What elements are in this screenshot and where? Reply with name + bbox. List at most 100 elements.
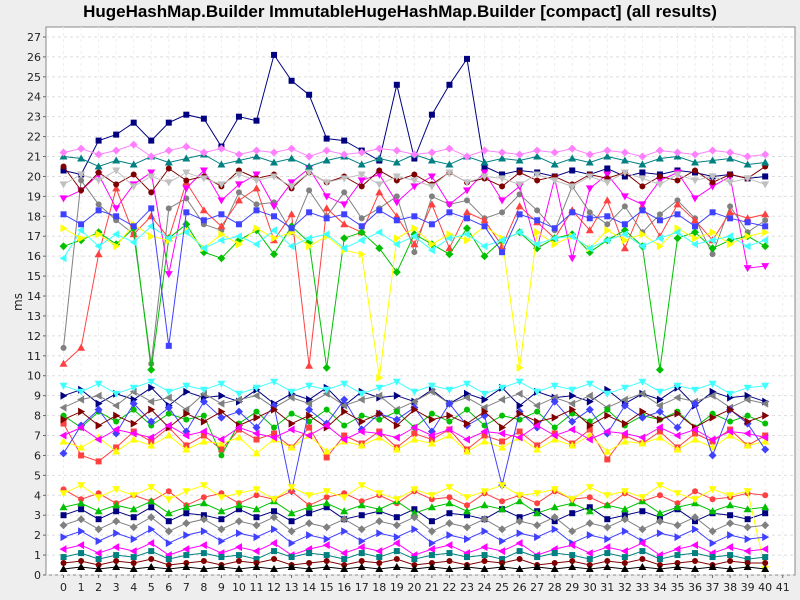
data-point xyxy=(533,171,542,179)
data-point xyxy=(392,199,401,207)
data-point xyxy=(726,179,735,187)
data-point xyxy=(691,150,699,159)
data-point xyxy=(112,390,121,398)
data-point xyxy=(463,187,471,195)
data-point xyxy=(620,148,629,157)
data-point xyxy=(147,397,155,406)
data-point xyxy=(306,411,314,420)
data-point xyxy=(569,167,576,174)
data-point xyxy=(638,242,646,251)
data-point xyxy=(77,226,85,235)
data-point xyxy=(428,552,435,559)
data-point xyxy=(726,501,735,509)
data-point xyxy=(463,208,471,216)
data-point xyxy=(428,539,436,548)
data-point xyxy=(569,552,576,559)
data-point xyxy=(673,148,682,157)
data-point xyxy=(340,435,348,444)
data-point xyxy=(322,499,331,507)
data-point xyxy=(236,240,243,249)
data-point xyxy=(235,181,243,189)
series-4 xyxy=(59,220,770,374)
data-point xyxy=(445,565,454,572)
data-point xyxy=(392,496,401,504)
data-point xyxy=(534,217,541,224)
data-point xyxy=(129,238,137,247)
data-point xyxy=(112,447,121,455)
data-point xyxy=(94,405,103,414)
data-point xyxy=(77,499,86,507)
data-point xyxy=(692,234,699,243)
data-point xyxy=(761,382,770,390)
data-point xyxy=(585,405,594,414)
data-point xyxy=(217,439,226,447)
data-point xyxy=(762,217,769,224)
data-point xyxy=(656,415,664,424)
data-point xyxy=(638,378,647,386)
data-point xyxy=(656,242,664,251)
data-point xyxy=(148,360,155,367)
data-point xyxy=(762,228,770,237)
data-point xyxy=(761,545,769,554)
data-point xyxy=(270,148,278,157)
data-point xyxy=(655,401,663,410)
data-point xyxy=(481,552,488,559)
data-point xyxy=(129,505,138,513)
data-point xyxy=(375,188,384,196)
data-point xyxy=(217,222,226,230)
data-point xyxy=(411,155,418,162)
data-point xyxy=(516,548,523,555)
data-point xyxy=(673,382,682,390)
data-point xyxy=(533,240,541,249)
data-point xyxy=(655,154,664,162)
data-point xyxy=(77,144,86,153)
data-point xyxy=(271,556,278,563)
data-point xyxy=(129,399,138,408)
data-point xyxy=(235,113,242,120)
data-point xyxy=(428,240,436,249)
data-point xyxy=(199,499,208,507)
data-point xyxy=(463,380,471,388)
data-point xyxy=(480,146,489,155)
data-point xyxy=(761,181,770,189)
data-point xyxy=(515,389,523,398)
data-point xyxy=(480,169,489,177)
data-point xyxy=(638,175,647,183)
data-point xyxy=(727,215,734,222)
data-point xyxy=(376,167,383,174)
data-point xyxy=(252,240,260,249)
data-point xyxy=(322,230,330,239)
data-point xyxy=(305,162,314,170)
data-point xyxy=(77,423,85,432)
data-point xyxy=(533,563,542,570)
data-point xyxy=(480,390,489,398)
data-point xyxy=(621,173,628,180)
data-point xyxy=(551,560,558,567)
data-point xyxy=(358,412,365,419)
data-point xyxy=(744,417,752,426)
data-point xyxy=(410,183,419,191)
data-point xyxy=(446,81,453,88)
x-tick-label: 9 xyxy=(218,581,225,594)
data-point xyxy=(199,437,208,445)
data-point xyxy=(463,523,471,532)
series-6 xyxy=(59,222,769,263)
data-point xyxy=(727,552,734,559)
data-point xyxy=(411,249,418,256)
data-point xyxy=(638,494,647,502)
data-point xyxy=(726,431,735,439)
data-point xyxy=(95,137,102,144)
data-point xyxy=(639,407,647,416)
data-point xyxy=(446,418,453,425)
data-point xyxy=(392,158,401,166)
data-point xyxy=(183,416,190,423)
data-point xyxy=(217,160,226,168)
data-point xyxy=(94,565,103,572)
data-point xyxy=(252,391,260,400)
data-point xyxy=(182,431,190,440)
data-point xyxy=(463,554,470,561)
data-point xyxy=(411,430,418,437)
data-point xyxy=(620,169,629,177)
data-point xyxy=(182,228,190,237)
data-point xyxy=(534,500,541,507)
